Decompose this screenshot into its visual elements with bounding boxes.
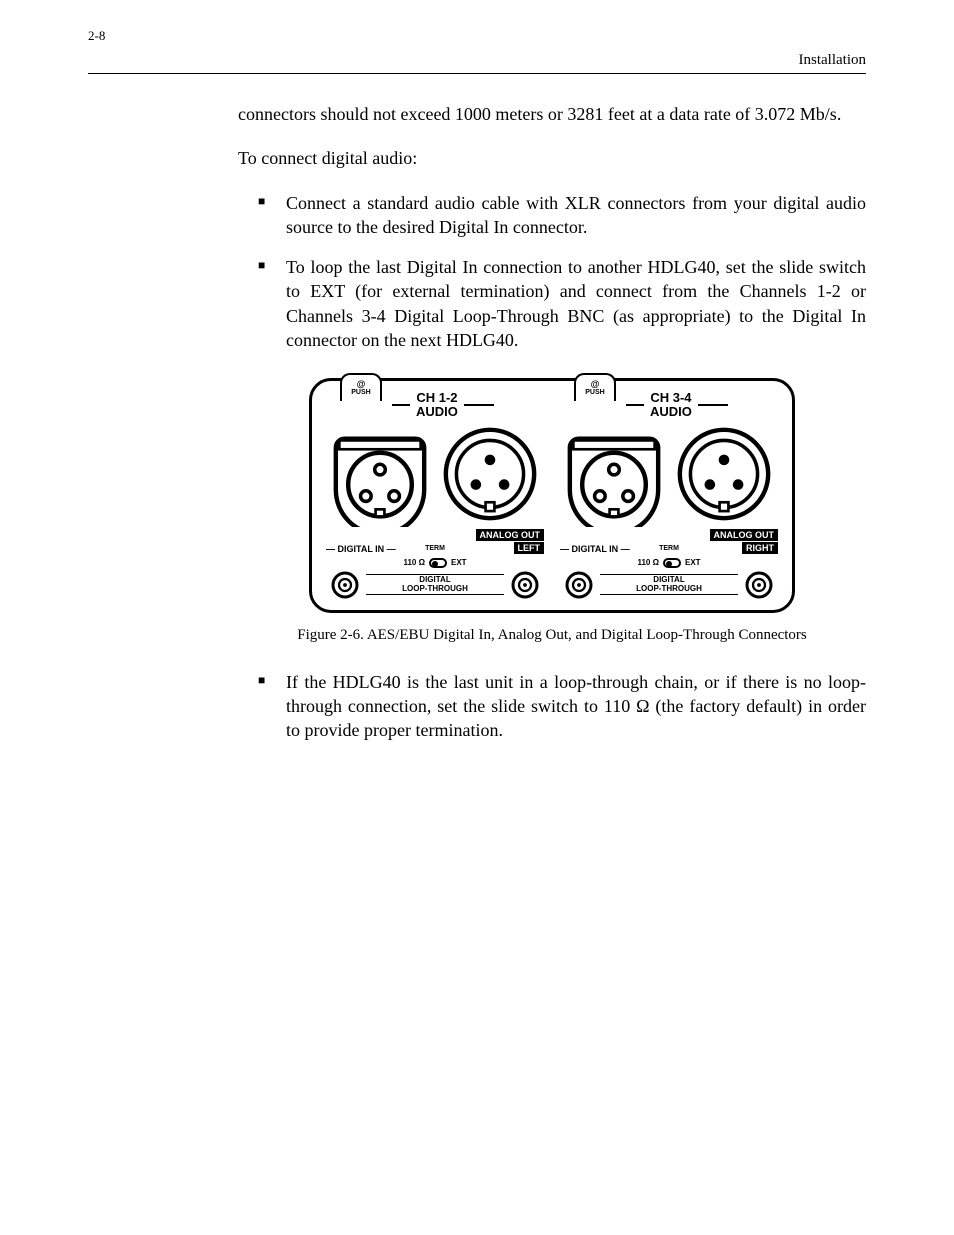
figure: @ PUSH CH 1-2 AUDIO bbox=[238, 374, 866, 612]
steps-list: Connect a standard audio cable with XLR … bbox=[258, 191, 866, 353]
term-switch-icon bbox=[663, 558, 681, 568]
bnc-icon bbox=[330, 570, 360, 600]
xlr-male-icon bbox=[437, 421, 543, 527]
xlr-female-icon bbox=[561, 421, 667, 527]
digital-in-label: — DIGITAL IN — bbox=[554, 544, 630, 554]
list-item: If the HDLG40 is the last unit in a loop… bbox=[258, 670, 866, 743]
term-right-label: EXT bbox=[451, 558, 467, 567]
xlr-female-icon bbox=[327, 421, 433, 527]
term-center-label: TERM bbox=[425, 545, 445, 552]
loop-through-label: DIGITALLOOP-THROUGH bbox=[366, 574, 504, 595]
channel-title: CH 1-2 AUDIO bbox=[392, 391, 494, 418]
list-item: Connect a standard audio cable with XLR … bbox=[258, 191, 866, 240]
term-switch-row: 110 Ω EXT TERM bbox=[554, 558, 784, 568]
at-icon: @ bbox=[591, 380, 600, 389]
page-number: 2-8 bbox=[88, 28, 105, 44]
page: 2-8 Installation connectors should not e… bbox=[0, 0, 954, 1235]
term-left-label: 110 Ω bbox=[637, 558, 659, 567]
term-switch-icon bbox=[429, 558, 447, 568]
header: Installation bbox=[88, 52, 866, 74]
lead-paragraph: To connect digital audio: bbox=[238, 146, 866, 170]
term-left-label: 110 Ω bbox=[403, 558, 425, 567]
bnc-icon bbox=[510, 570, 540, 600]
side-label: LEFT bbox=[514, 542, 545, 554]
bnc-icon bbox=[564, 570, 594, 600]
push-label: PUSH bbox=[351, 389, 370, 396]
channel-3-4: @ PUSH CH 3-4 AUDIO bbox=[554, 391, 784, 599]
connector-panel: @ PUSH CH 1-2 AUDIO bbox=[309, 378, 795, 612]
term-switch-row: 110 Ω EXT TERM bbox=[320, 558, 550, 568]
list-item: To loop the last Digital In connection t… bbox=[258, 255, 866, 352]
channel-1-2: @ PUSH CH 1-2 AUDIO bbox=[320, 391, 550, 599]
push-tab: @ PUSH bbox=[574, 373, 616, 401]
term-center-label: TERM bbox=[659, 545, 679, 552]
push-tab: @ PUSH bbox=[340, 373, 382, 401]
figure-caption: Figure 2-6. AES/EBU Digital In, Analog O… bbox=[238, 627, 866, 644]
analog-out-label: ANALOG OUT bbox=[710, 529, 779, 541]
channel-title: CH 3-4 AUDIO bbox=[626, 391, 728, 418]
header-section: Installation bbox=[799, 52, 867, 69]
xlr-male-icon bbox=[671, 421, 777, 527]
analog-out-label: ANALOG OUT bbox=[476, 529, 545, 541]
trailing-list: If the HDLG40 is the last unit in a loop… bbox=[258, 670, 866, 743]
side-label: RIGHT bbox=[742, 542, 778, 554]
digital-in-label: — DIGITAL IN — bbox=[320, 544, 396, 554]
at-icon: @ bbox=[357, 380, 366, 389]
intro-paragraph: connectors should not exceed 1000 meters… bbox=[238, 102, 866, 126]
bnc-icon bbox=[744, 570, 774, 600]
loop-through-label: DIGITALLOOP-THROUGH bbox=[600, 574, 738, 595]
term-right-label: EXT bbox=[685, 558, 701, 567]
push-label: PUSH bbox=[585, 389, 604, 396]
